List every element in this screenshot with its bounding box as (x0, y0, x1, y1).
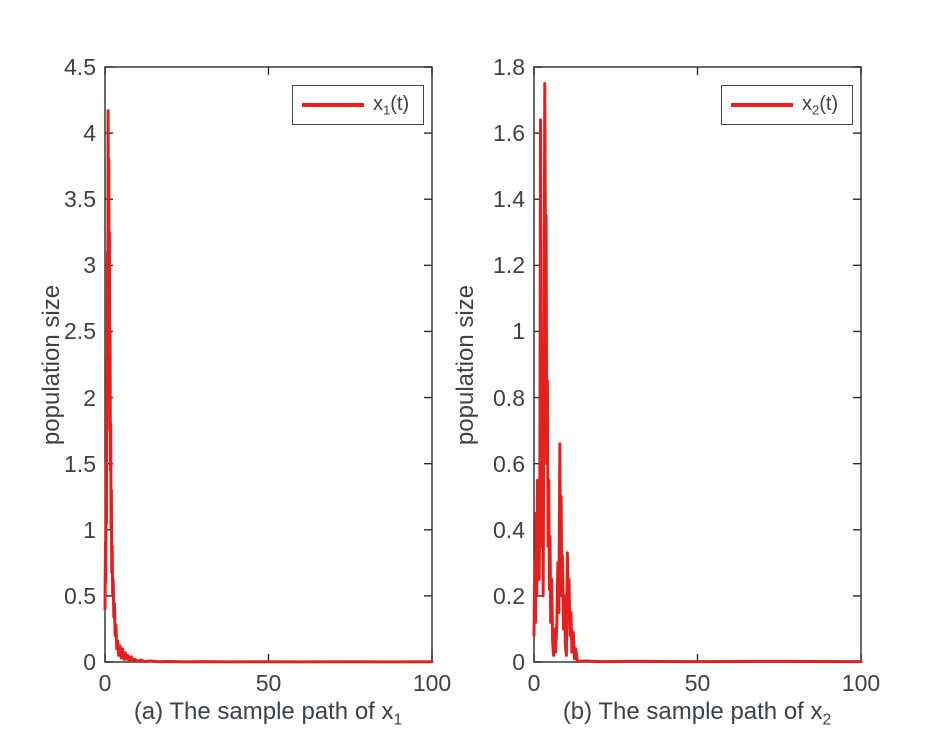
legend-label-x2: x2(t) (802, 92, 839, 118)
y-tick-label: 1.2 (493, 252, 525, 279)
x-tick-label: 50 (684, 670, 711, 696)
axes-box (533, 66, 862, 663)
legend-line-sample (302, 103, 364, 107)
y-tick-labels-a: 0 0.5 1 1.5 2 2.5 3 3.5 4 4.5 (20, 54, 96, 675)
y-tick-label: 0 (512, 649, 525, 675)
axes-box (104, 66, 433, 663)
y-tick-label: 4.5 (64, 54, 96, 80)
caption-a: (a) The sample path of x1 (133, 698, 403, 729)
x-tick-labels-a: 0 50 100 (99, 669, 452, 699)
legend-line-sample (731, 103, 793, 107)
y-tick-label: 1.5 (64, 450, 96, 477)
y-tick-label: 2.5 (64, 318, 96, 345)
legend-x2: x2(t) (721, 85, 853, 125)
y-tick-label: 1 (512, 318, 525, 345)
y-tick-label: 4 (83, 120, 96, 147)
x-tick-labels-b: 0 50 100 (528, 669, 881, 699)
y-tick-label: 0.4 (493, 516, 525, 543)
panel-b: 0 0.2 0.4 0.6 0.8 1 1.2 1.4 1.6 1.8 0 50 100 popula… (452, 54, 880, 728)
legend-x1: x1(t) (292, 85, 424, 125)
x-tick-label: 50 (255, 670, 282, 696)
y-axis-label-b: population size (452, 284, 479, 446)
caption-b: (b) The sample path of x2 (562, 698, 832, 729)
x-tick-label: 0 (98, 670, 112, 696)
y-tick-label: 0.6 (493, 450, 525, 477)
panel-a: 0 0.5 1 1.5 2 2.5 3 3.5 4 4.5 0 50 100 population s… (38, 54, 451, 728)
y-tick-label: 0 (83, 649, 96, 675)
y-tick-label: 0.8 (493, 384, 525, 411)
y-tick-label: 0.5 (64, 582, 96, 609)
y-tick-label: 3.5 (64, 186, 96, 213)
plot-area-x1 (103, 66, 434, 664)
plot-area-x2 (532, 66, 863, 664)
y-tick-label: 1 (83, 516, 96, 543)
y-tick-label: 1.8 (493, 54, 525, 80)
y-tick-label: 0.2 (493, 582, 525, 609)
y-tick-label: 2 (83, 384, 96, 411)
x-tick-label: 0 (527, 670, 541, 696)
x-tick-label: 100 (841, 670, 881, 696)
series-line-x2(t) (532, 82, 863, 664)
series-line-x1(t) (103, 109, 434, 664)
y-tick-label: 3 (83, 252, 96, 279)
y-axis-label-a: population size (38, 284, 65, 446)
y-tick-label: 1.6 (493, 120, 525, 147)
legend-label-x1: x1(t) (373, 92, 410, 118)
y-tick-label: 1.4 (493, 186, 525, 213)
x-tick-label: 100 (412, 670, 452, 696)
y-tick-labels-b: 0 0.2 0.4 0.6 0.8 1 1.2 1.4 1.6 1.8 (449, 54, 525, 675)
